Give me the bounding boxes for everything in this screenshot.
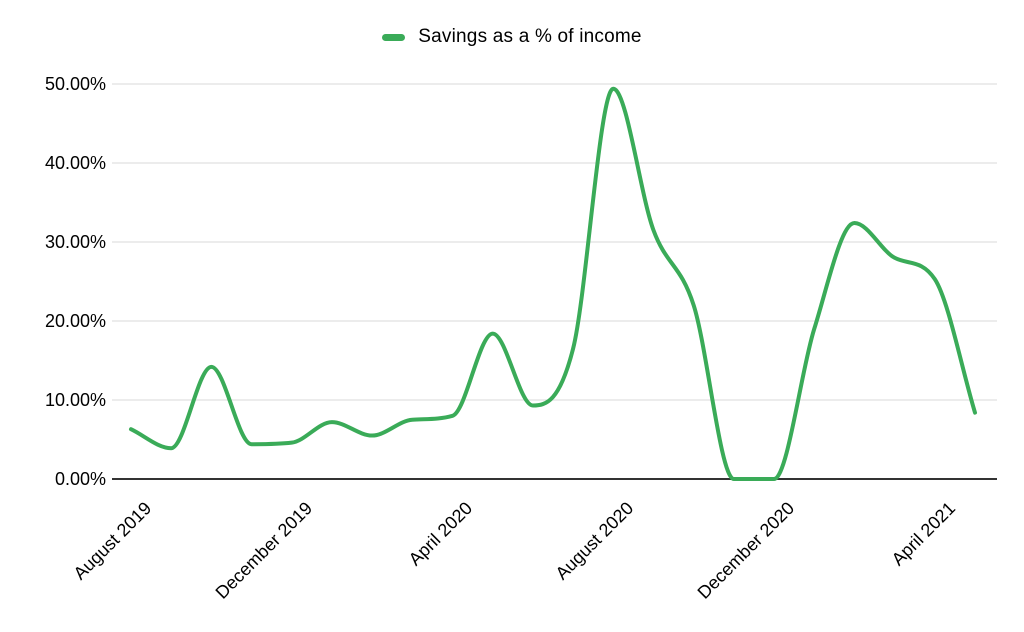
y-tick-label: 10.00% (44, 390, 106, 410)
legend-label: Savings as a % of income (418, 26, 642, 47)
y-tick-label: 30.00% (44, 232, 106, 252)
y-tick-label: 50.00% (44, 74, 106, 94)
series-line (129, 86, 977, 481)
y-tick-label: 20.00% (44, 311, 106, 331)
legend-line-swatch-icon (382, 33, 406, 41)
y-tick-label: 0.00% (54, 469, 106, 489)
y-tick-label: 40.00% (44, 153, 106, 173)
chart-legend: Savings as a % of income (0, 26, 1024, 48)
